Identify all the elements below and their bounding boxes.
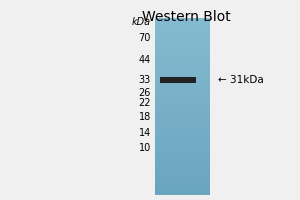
Text: 14: 14 [139, 128, 151, 138]
Text: 26: 26 [139, 88, 151, 98]
Bar [160, 77, 196, 83]
Text: 33: 33 [139, 75, 151, 85]
Text: 18: 18 [139, 112, 151, 122]
Text: 22: 22 [139, 98, 151, 108]
Text: Western Blot: Western Blot [142, 10, 230, 24]
Text: 70: 70 [139, 33, 151, 43]
Text: ← 31kDa: ← 31kDa [218, 75, 264, 85]
Text: kDa: kDa [132, 17, 151, 27]
Text: 44: 44 [139, 55, 151, 65]
Text: 10: 10 [139, 143, 151, 153]
